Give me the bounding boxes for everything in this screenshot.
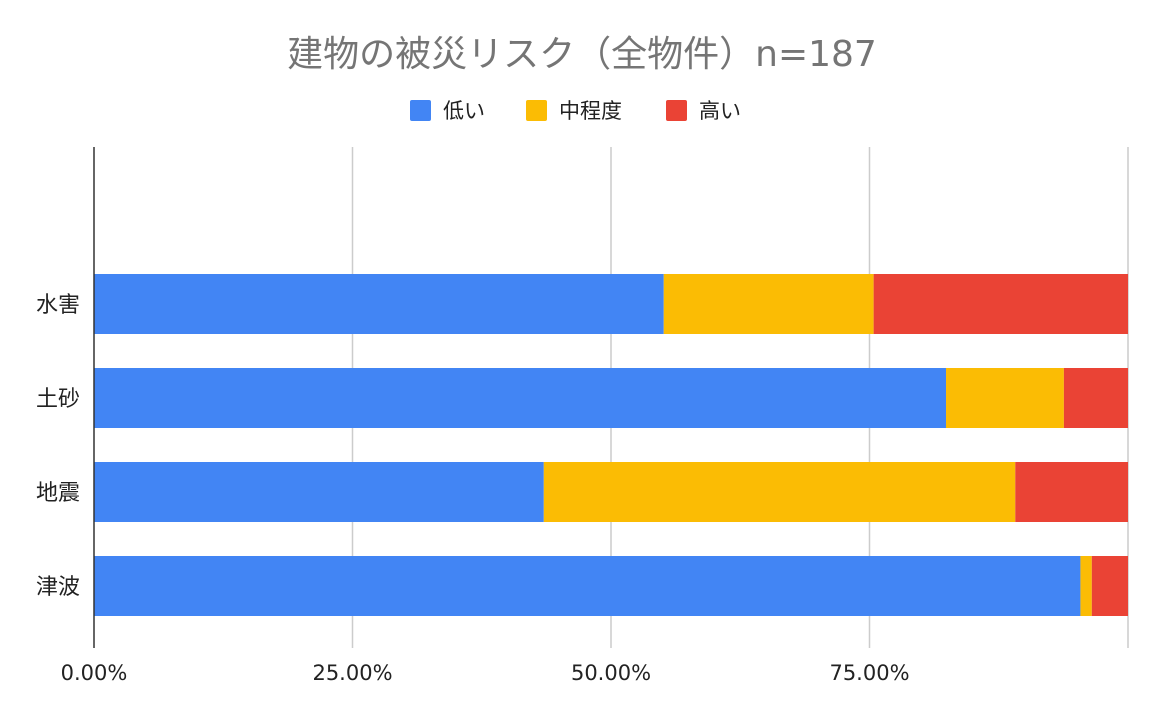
bar-1-1 [946,368,1064,428]
y-tick-label-0: 水害 [36,293,80,318]
y-tick-label-2: 地震 [36,481,80,506]
legend-label-0: 低い [443,99,485,123]
x-tick-label-3: 75.00% [829,661,909,685]
legend-swatch-1 [526,100,547,121]
bar-1-0 [94,368,947,428]
bar-2-1 [543,462,1016,522]
bar-3-1 [1080,556,1092,616]
x-axis-labels: 0.00% 25.00% 50.00% 75.00% [61,661,910,685]
bar-0-2 [873,274,1128,334]
bar-1-2 [1063,368,1128,428]
bar-0-0 [94,274,664,334]
chart-title: 建物の被災リスク（全物件）n=187 [287,34,877,75]
x-tick-label-0: 0.00% [61,661,128,685]
bar-3-2 [1091,556,1128,616]
bar-2-2 [1015,462,1128,522]
bar-3-0 [94,556,1081,616]
legend-label-1: 中程度 [559,99,622,123]
x-tick-label-1: 25.00% [312,661,392,685]
y-tick-label-1: 土砂 [36,387,80,412]
y-tick-label-3: 津波 [36,575,80,600]
legend: 低い 中程度 高い [410,99,741,123]
bars [94,274,1128,616]
x-tick-label-2: 50.00% [571,661,651,685]
bar-0-1 [663,274,874,334]
bar-2-0 [94,462,544,522]
legend-label-2: 高い [699,99,741,123]
legend-swatch-0 [410,100,431,121]
legend-swatch-2 [666,100,687,121]
